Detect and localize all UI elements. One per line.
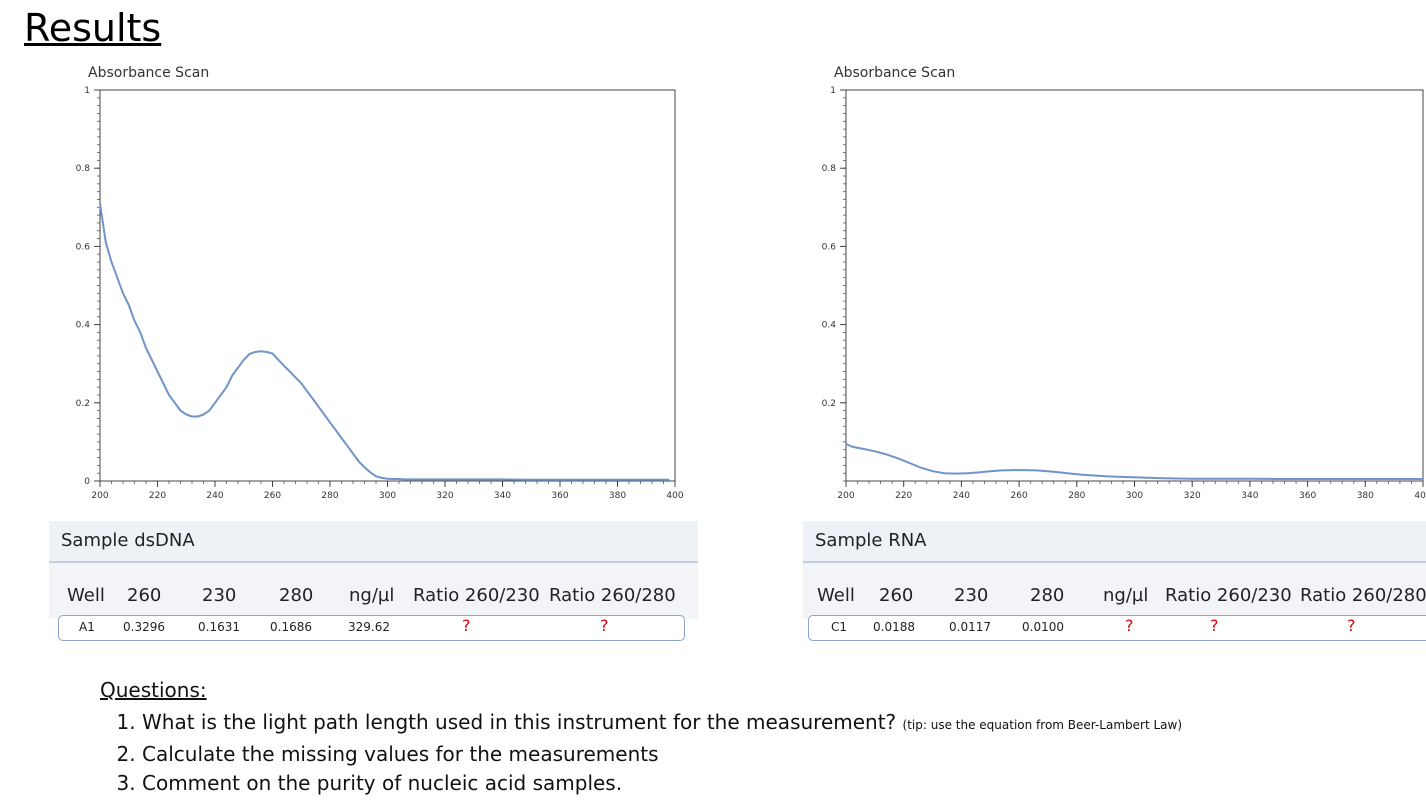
- y-tick-label: 1: [84, 86, 90, 96]
- question-text: What is the light path length used in th…: [142, 710, 897, 734]
- x-tick-label: 380: [609, 491, 626, 501]
- cell-ratio-260-280: ?: [1347, 616, 1356, 635]
- questions-heading: Questions:: [100, 678, 207, 702]
- dsdna-chart-svg: Absorbance Scan 200 220 240 260 280 300 320 340 3…: [76, 65, 684, 501]
- table-row[interactable]: A1 0.3296 0.1631 0.1686 329.62 ? ?: [58, 615, 685, 641]
- x-tick-label: 400: [666, 491, 683, 501]
- cell-230: 0.1631: [198, 620, 240, 634]
- y-tick-label: 0.8: [76, 164, 91, 174]
- x-tick-label: 240: [206, 491, 223, 501]
- question-text: Calculate the missing values for the mea…: [142, 742, 659, 766]
- x-tick-label: 300: [379, 491, 396, 501]
- table-header: Well 260 230 280 ng/µl Ratio 260/230 Rat…: [803, 585, 1426, 609]
- table-header: Well 260 230 280 ng/µl Ratio 260/230 Rat…: [49, 585, 698, 609]
- y-tick-label: 0.6: [76, 242, 91, 252]
- x-tick-label: 320: [1184, 491, 1201, 501]
- x-tick-label: 280: [321, 491, 338, 501]
- absorbance-line: [845, 442, 1423, 480]
- plot-frame: [845, 89, 1424, 482]
- cell-280: 0.1686: [270, 620, 312, 634]
- y-tick-label: 1: [830, 86, 836, 96]
- sample-name: Sample RNA: [803, 521, 1426, 563]
- x-tick-label: 360: [1299, 491, 1316, 501]
- y-tick-label: 0.2: [822, 399, 836, 409]
- x-tick-label: 240: [953, 491, 970, 501]
- sample-name: Sample dsDNA: [49, 521, 698, 563]
- col-header-260: 260: [879, 585, 914, 606]
- x-tick-label: 200: [837, 491, 854, 501]
- question-text: Comment on the purity of nucleic acid sa…: [142, 771, 623, 795]
- col-header-280: 280: [279, 585, 314, 606]
- y-tick-label: 0: [84, 477, 90, 487]
- col-header-ratio-260-230: Ratio 260/230: [413, 585, 540, 606]
- col-header-230: 230: [954, 585, 989, 606]
- x-tick-label: 220: [149, 491, 166, 501]
- x-tick-label: 300: [1126, 491, 1143, 501]
- col-header-ratio-260-280: Ratio 260/280: [549, 585, 676, 606]
- cell-conc: ?: [1125, 616, 1134, 635]
- x-tick-label: 260: [1011, 491, 1028, 501]
- col-header-ratio-260-280: Ratio 260/280: [1300, 585, 1426, 606]
- x-tick-label: 380: [1357, 491, 1374, 501]
- col-header-well: Well: [817, 585, 855, 606]
- x-tick-label: 340: [494, 491, 511, 501]
- col-header-well: Well: [67, 585, 105, 606]
- sample-panel-rna: Sample RNA Well 260 230 280 ng/µl Ratio …: [803, 521, 1426, 641]
- col-header-260: 260: [127, 585, 162, 606]
- x-tick-label: 200: [91, 491, 108, 501]
- dsdna-absorbance-chart: Absorbance Scan 200 220 240 260 280 300 320 340 3…: [50, 60, 690, 510]
- chart-title: Absorbance Scan: [88, 65, 209, 81]
- chart-title: Absorbance Scan: [834, 65, 955, 81]
- x-tick-label: 360: [551, 491, 568, 501]
- question-item: Calculate the missing values for the mea…: [142, 740, 1182, 769]
- absorbance-line: [99, 203, 670, 481]
- col-header-230: 230: [202, 585, 237, 606]
- page-title: Results: [24, 6, 162, 50]
- y-tick-label: 0.6: [822, 242, 837, 252]
- cell-260: 0.0188: [873, 620, 915, 634]
- y-tick-label: 0.8: [822, 164, 837, 174]
- cell-280: 0.0100: [1022, 620, 1064, 634]
- table-row[interactable]: C1 0.0188 0.0117 0.0100 ? ? ?: [808, 615, 1426, 641]
- col-header-ratio-260-230: Ratio 260/230: [1165, 585, 1292, 606]
- x-tick-label: 260: [264, 491, 281, 501]
- cell-conc: 329.62: [348, 620, 390, 634]
- question-item: Comment on the purity of nucleic acid sa…: [142, 769, 1182, 798]
- x-tick-label: 340: [1241, 491, 1258, 501]
- col-header-conc: ng/µl: [349, 585, 395, 606]
- col-header-280: 280: [1030, 585, 1065, 606]
- x-tick-label: 320: [436, 491, 453, 501]
- cell-ratio-260-230: ?: [462, 616, 471, 635]
- y-tick-label: 0.2: [76, 399, 90, 409]
- x-tick-label: 280: [1068, 491, 1085, 501]
- sample-panel-dsdna: Sample dsDNA Well 260 230 280 ng/µl Rati…: [49, 521, 698, 641]
- question-item: What is the light path length used in th…: [142, 708, 1182, 740]
- rna-chart-svg: Absorbance Scan 200 220 240 260 280 300 320 340 3…: [822, 65, 1426, 501]
- plot-frame: [99, 89, 676, 482]
- col-header-conc: ng/µl: [1103, 585, 1149, 606]
- y-tick-label: 0.4: [76, 321, 91, 331]
- question-tip: (tip: use the equation from Beer-Lambert…: [902, 718, 1182, 732]
- cell-230: 0.0117: [949, 620, 991, 634]
- questions-section: Questions: What is the light path length…: [100, 678, 1182, 798]
- x-tick-label: 220: [895, 491, 912, 501]
- x-tick-label: 400: [1414, 491, 1426, 501]
- cell-ratio-260-230: ?: [1210, 616, 1219, 635]
- cell-well: C1: [831, 620, 848, 634]
- rna-absorbance-chart: Absorbance Scan 200 220 240 260 280 300 320 340 3…: [800, 60, 1426, 510]
- cell-ratio-260-280: ?: [600, 616, 609, 635]
- cell-well: A1: [79, 620, 95, 634]
- y-tick-label: 0.4: [822, 321, 837, 331]
- questions-list: What is the light path length used in th…: [100, 708, 1182, 798]
- cell-260: 0.3296: [123, 620, 165, 634]
